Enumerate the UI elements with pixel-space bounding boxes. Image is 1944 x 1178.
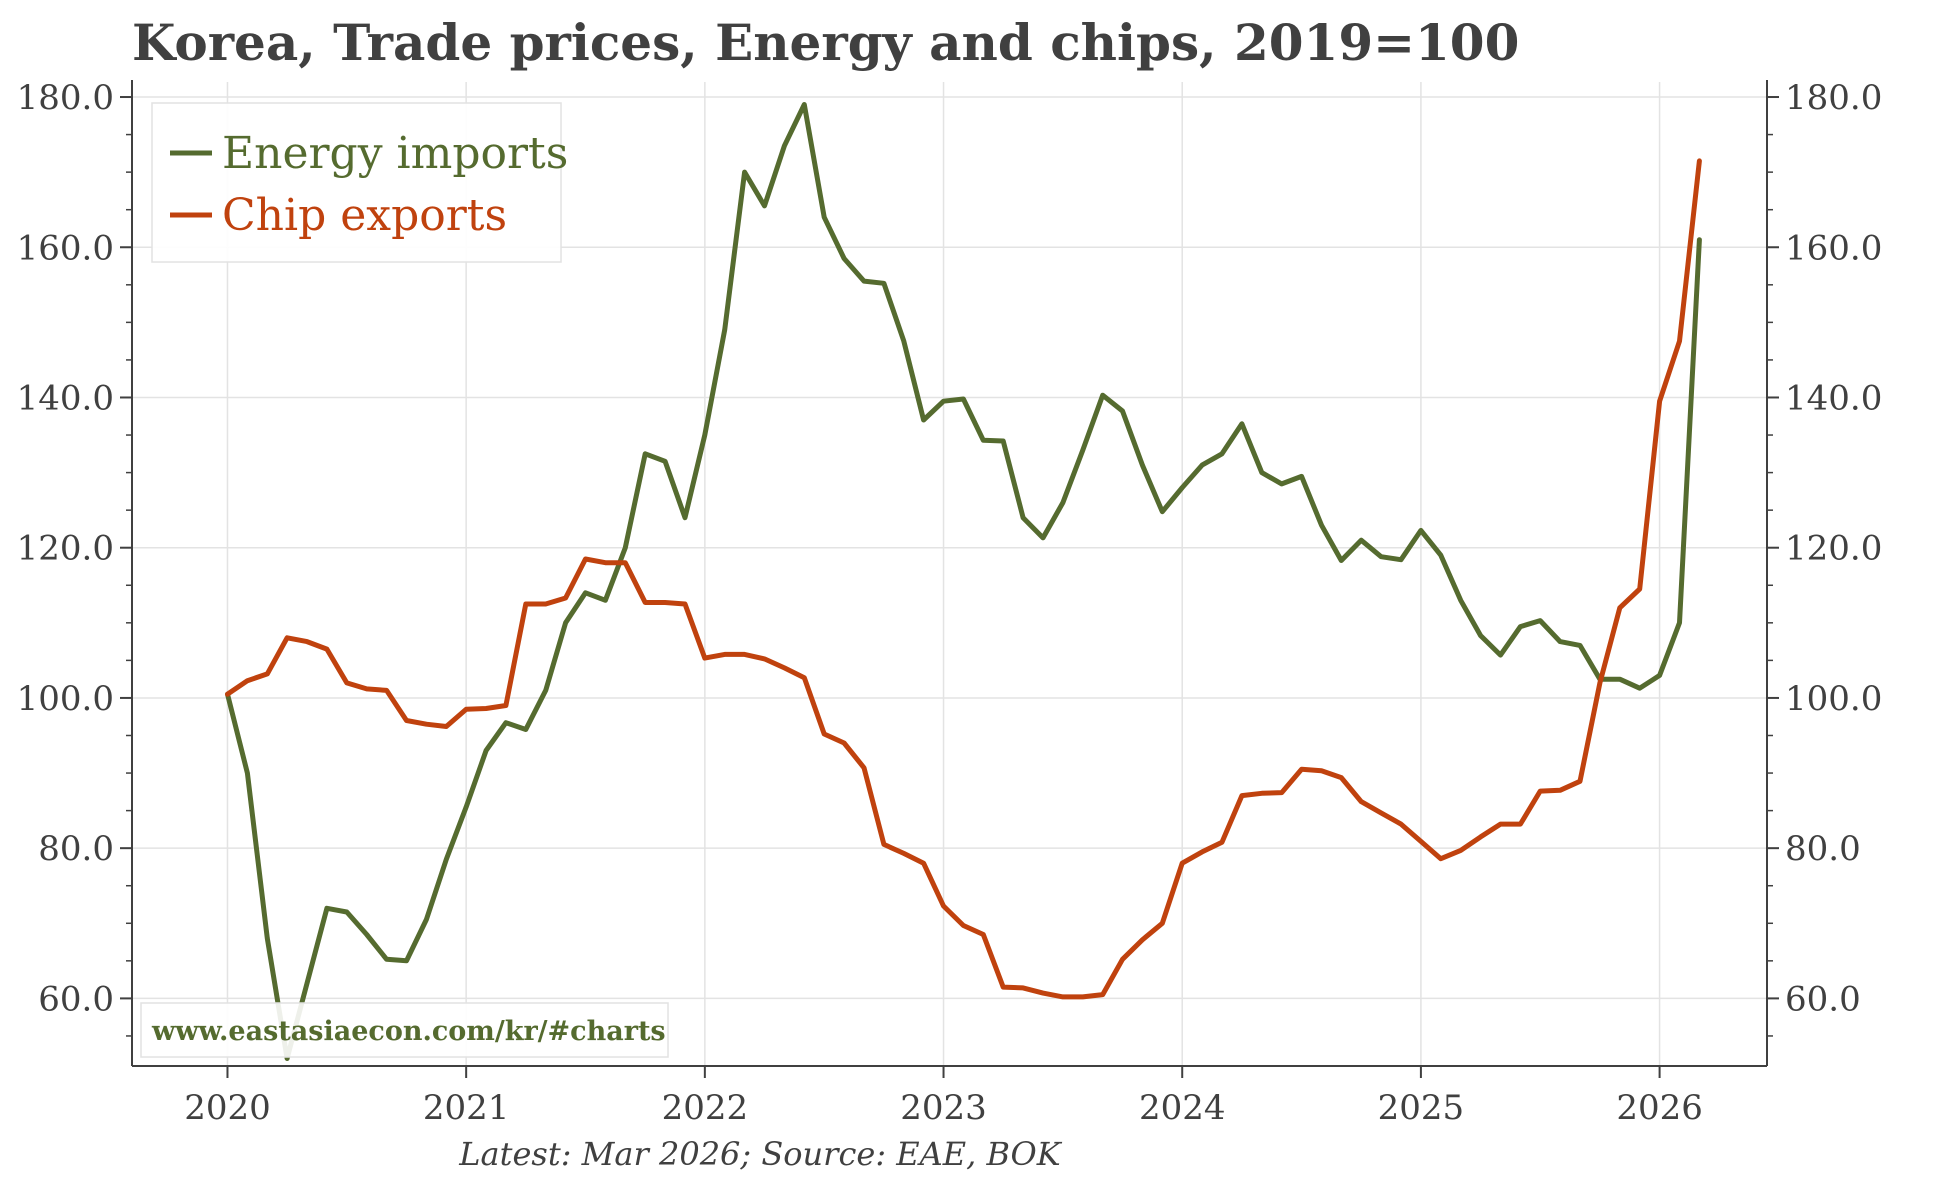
series-line-energy-imports [225, 102, 1702, 1061]
watermark-frame [140, 1002, 669, 1058]
y-tick-label-left: 100.0 [17, 679, 114, 719]
watermark-text: www.eastasiaecon.com/kr/#charts [151, 1016, 666, 1047]
y-tick-label-left: 160.0 [17, 228, 114, 268]
y-tick-label-left: 180.0 [17, 78, 114, 118]
x-tick-label: 2021 [423, 1088, 510, 1128]
series-layer [225, 102, 1702, 1061]
legend-label-chip-exports: Chip exports [222, 190, 507, 241]
legend: Energy imports Chip exports [151, 102, 568, 263]
y-tick-label-left: 80.0 [38, 829, 114, 869]
y-tick-label-right: 160.0 [1785, 228, 1882, 268]
y-tick-label-left: 140.0 [17, 378, 114, 418]
x-tick-label: 2026 [1616, 1088, 1703, 1128]
x-tick-label: 2023 [900, 1088, 987, 1128]
series-line-chip-exports [225, 158, 1702, 1000]
chart-title: Korea, Trade prices, Energy and chips, 2… [132, 13, 1519, 72]
y-tick-label-left: 120.0 [17, 529, 114, 569]
footnote: Latest: Mar 2026; Source: EAE, BOK [458, 1135, 1062, 1173]
y-tick-label-right: 100.0 [1785, 679, 1882, 719]
y-tick-label-left: 60.0 [38, 979, 114, 1019]
x-tick-label: 2025 [1378, 1088, 1465, 1128]
axes: 60.0 60.0 80.0 80.0 100.0 100.0 120.0 120.0 140.… [17, 78, 1883, 1128]
x-tick-label: 2020 [184, 1088, 271, 1128]
legend-box [151, 102, 562, 263]
x-tick-label: 2022 [662, 1088, 749, 1128]
y-tick-label-right: 120.0 [1785, 529, 1882, 569]
y-tick-label-right: 80.0 [1785, 829, 1861, 869]
y-tick-label-right: 140.0 [1785, 378, 1882, 418]
watermark-box: www.eastasiaecon.com/kr/#charts [140, 1002, 669, 1058]
legend-label-energy-imports: Energy imports [222, 128, 568, 179]
y-tick-label-right: 60.0 [1785, 979, 1861, 1019]
x-tick-label: 2024 [1139, 1088, 1226, 1128]
y-tick-label-right: 180.0 [1785, 78, 1882, 118]
